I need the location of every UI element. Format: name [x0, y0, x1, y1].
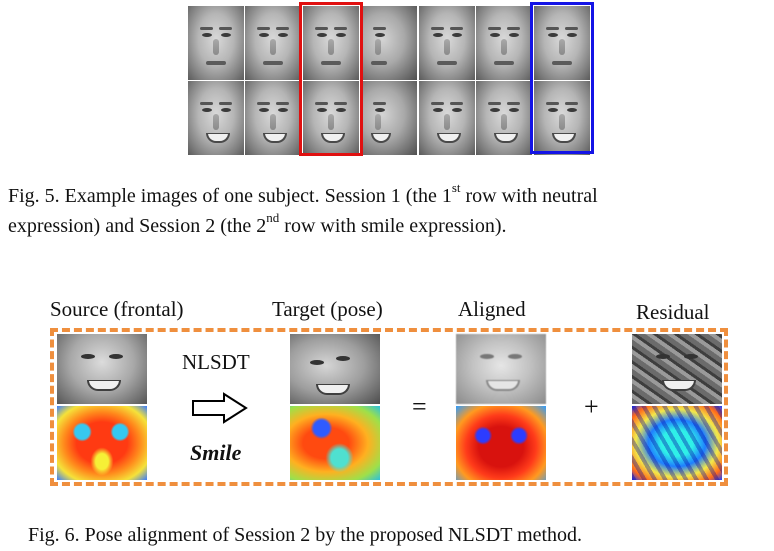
residual-heatmap [632, 406, 722, 480]
caption-text: row with smile expression). [279, 215, 507, 237]
face-image [303, 81, 359, 155]
equals-sign: = [412, 392, 427, 421]
caption-superscript: st [451, 180, 461, 196]
aligned-heatmap [456, 406, 546, 480]
fig5-caption: Fig. 5. Example images of one subject. S… [8, 181, 774, 241]
condition-label: Smile [190, 440, 242, 465]
face-image [361, 81, 417, 155]
label-target: Target (pose) [272, 297, 383, 321]
face-image [188, 6, 244, 80]
face-image [361, 6, 417, 80]
face-image [245, 81, 301, 155]
red-highlight-box [299, 2, 363, 156]
face-image [419, 81, 475, 155]
face-image [419, 6, 475, 80]
arrow-right-icon [192, 392, 248, 424]
face-image [303, 6, 359, 80]
face-image [476, 6, 532, 80]
caption-text: row with neutral [460, 185, 598, 207]
fig5-face-grid [188, 2, 594, 156]
label-source: Source (frontal) [50, 297, 184, 321]
face-image [245, 6, 301, 80]
operator-label: NLSDT [182, 350, 250, 374]
aligned-face-image [456, 334, 546, 404]
target-heatmap [290, 406, 380, 480]
plus-sign: + [584, 392, 599, 421]
label-aligned: Aligned [458, 297, 526, 321]
source-heatmap [57, 406, 147, 480]
caption-text: expression) and Session 2 (the 2 [8, 215, 267, 237]
dashed-frame [50, 328, 728, 486]
caption-superscript: nd [266, 210, 280, 226]
face-image [188, 81, 244, 155]
source-face-image [57, 334, 147, 404]
face-image [534, 81, 590, 155]
residual-face-image [632, 334, 722, 404]
fig6-caption: Fig. 6. Pose alignment of Session 2 by t… [28, 524, 583, 546]
blue-highlight-box [530, 2, 594, 154]
face-image [534, 6, 590, 80]
label-residual: Residual [636, 300, 710, 324]
face-image [476, 81, 532, 155]
caption-text: Fig. 5. Example images of one subject. S… [8, 185, 452, 207]
target-face-image [290, 334, 380, 404]
